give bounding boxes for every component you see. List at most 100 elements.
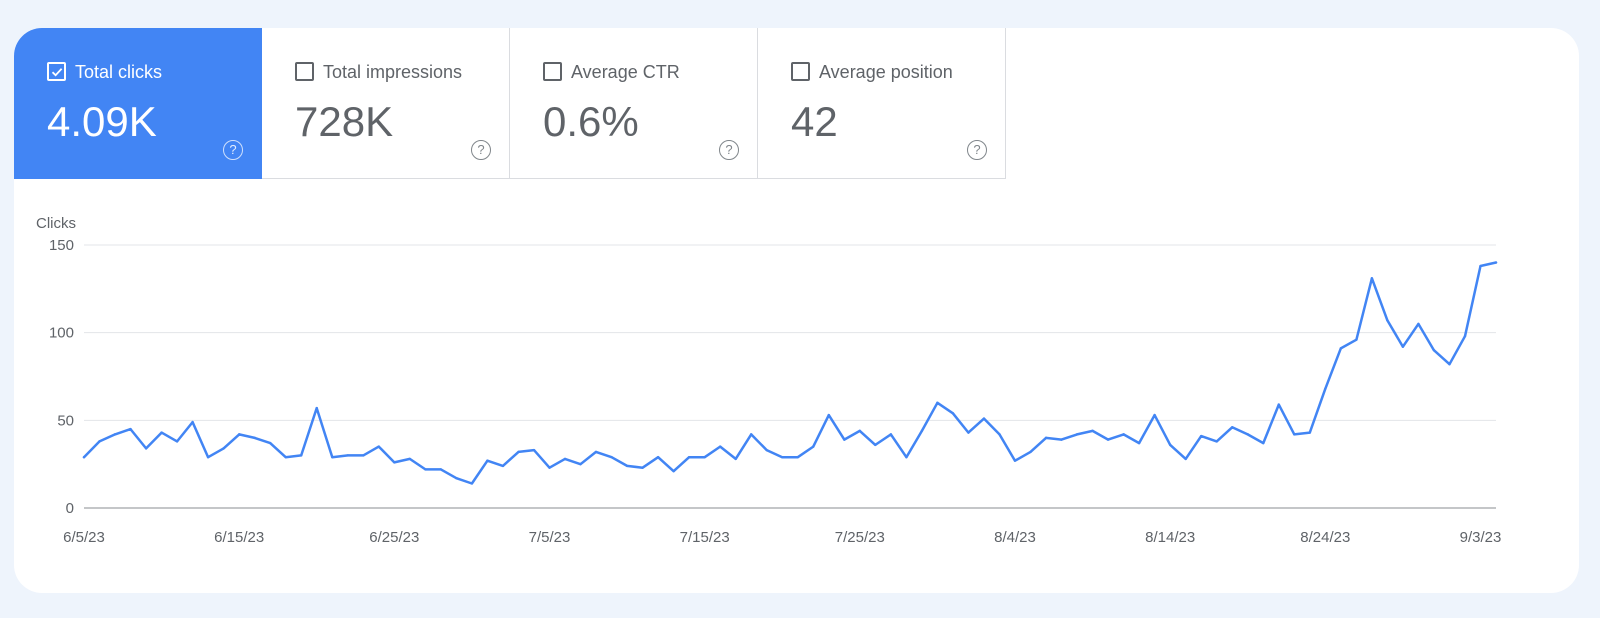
metric-value: 42 (791, 98, 838, 145)
clicks-line-chart: Clicks 0 50 100 150 6/5/23 6/15/23 6/25/23 7/5/2… (36, 215, 1502, 546)
y-axis-label: Clicks (36, 215, 76, 232)
data-point (222, 447, 225, 450)
data-point (1339, 347, 1343, 350)
data-point (579, 462, 582, 466)
data-point (160, 431, 163, 434)
data-point (905, 455, 908, 459)
data-point (982, 417, 986, 420)
checkbox-icon[interactable] (295, 62, 314, 81)
data-point (1029, 450, 1032, 454)
data-point (889, 433, 893, 436)
data-point (1277, 403, 1280, 406)
data-point (253, 436, 256, 440)
metric-value: 0.6% (543, 98, 639, 145)
help-icon[interactable]: ? (719, 140, 739, 160)
y-tick-label: 150 (49, 237, 74, 254)
series-line (82, 261, 1498, 485)
help-icon[interactable]: ? (223, 140, 243, 160)
metric-label: Average position (819, 62, 953, 82)
data-point (1308, 431, 1312, 434)
data-point (1386, 319, 1389, 322)
data-point (1106, 438, 1110, 441)
data-point (1199, 434, 1203, 438)
data-point (362, 454, 365, 457)
data-point (594, 450, 598, 454)
data-point (1231, 426, 1234, 429)
x-tick-label: 6/25/23 (369, 529, 419, 546)
data-point (1215, 440, 1218, 443)
data-point (672, 469, 675, 473)
x-tick-label: 8/14/23 (1145, 529, 1195, 546)
data-point (377, 445, 381, 448)
checkbox-icon[interactable] (543, 62, 562, 81)
data-point (951, 412, 955, 415)
x-tick-label: 8/24/23 (1300, 529, 1350, 546)
x-tick-label: 6/15/23 (214, 529, 264, 546)
data-point (1122, 433, 1125, 436)
x-tick-label: 7/5/23 (529, 529, 571, 546)
data-point (237, 433, 241, 436)
data-point (82, 455, 86, 459)
data-point (346, 454, 349, 457)
metric-value: 4.09K (47, 98, 157, 145)
metric-tabs: Total clicks 4.09K ? Total impressions 7… (14, 28, 1006, 179)
x-tick-label: 7/25/23 (835, 529, 885, 546)
data-point (718, 445, 722, 448)
data-point (812, 445, 815, 448)
x-tick-label: 7/15/23 (680, 529, 730, 546)
data-point (703, 455, 706, 459)
metric-average-position[interactable]: Average position 42 ? (758, 28, 1006, 179)
data-point (393, 461, 396, 464)
data-point (858, 429, 862, 433)
data-point (920, 429, 924, 433)
data-point (1091, 429, 1094, 433)
data-point (113, 433, 117, 436)
x-tick-label: 9/3/23 (1460, 529, 1502, 546)
data-point (408, 457, 412, 461)
x-tick-label: 6/5/23 (63, 529, 105, 546)
help-icon[interactable]: ? (967, 140, 987, 160)
data-point (843, 438, 846, 441)
data-point (486, 459, 489, 462)
data-point (268, 441, 272, 445)
y-tick-label: 100 (49, 325, 74, 342)
data-point (1153, 413, 1156, 417)
data-point (1075, 433, 1079, 436)
data-point (300, 454, 303, 457)
checkbox-icon[interactable] (791, 62, 810, 81)
help-icon[interactable]: ? (471, 140, 491, 160)
y-tick-label: 0 (66, 500, 74, 517)
data-point (175, 440, 179, 443)
x-tick-label: 8/4/23 (994, 529, 1036, 546)
data-point (781, 455, 784, 459)
data-point (98, 440, 101, 443)
data-point (1293, 433, 1296, 436)
data-point (625, 464, 629, 468)
data-point (284, 455, 287, 459)
data-point (967, 431, 970, 434)
data-point (191, 420, 194, 424)
data-point (1137, 441, 1141, 445)
metric-label: Total clicks (75, 62, 163, 82)
data-point (1479, 264, 1482, 268)
data-point (796, 455, 799, 459)
data-point (765, 448, 768, 452)
data-point (656, 455, 660, 459)
metric-average-ctr[interactable]: Average CTR 0.6% ? (510, 28, 758, 179)
y-tick-label: 50 (57, 412, 74, 429)
data-point (1401, 345, 1405, 348)
data-point (563, 457, 567, 461)
data-point (687, 455, 691, 459)
data-point (517, 450, 520, 454)
metric-total-impressions[interactable]: Total impressions 728K ? (262, 28, 510, 179)
checkbox-checked-icon[interactable] (47, 62, 66, 81)
data-point (1060, 438, 1063, 441)
data-point (144, 447, 148, 450)
data-point (874, 443, 877, 447)
metric-total-clicks[interactable]: Total clicks 4.09K ? (14, 28, 262, 179)
performance-card: Total clicks 4.09K ? Total impressions 7… (14, 28, 1579, 593)
data-point (1044, 436, 1048, 440)
data-point (1246, 433, 1249, 436)
data-point (610, 455, 613, 459)
data-point (1355, 338, 1358, 341)
